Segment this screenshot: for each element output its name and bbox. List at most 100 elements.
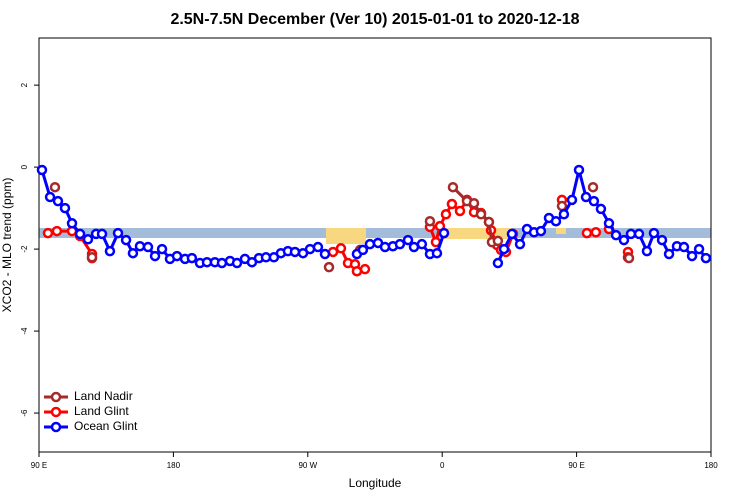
data-point — [52, 195, 64, 207]
data-point — [364, 238, 376, 250]
data-point — [475, 209, 487, 220]
y-axis-label: XCO2 - MLO trend (ppm) — [0, 178, 14, 313]
data-point — [424, 215, 436, 227]
legend-label: Ocean Glint — [74, 419, 138, 433]
land-patch — [442, 228, 512, 239]
data-point — [656, 234, 668, 246]
data-point — [700, 252, 712, 264]
data-point — [402, 234, 414, 246]
data-point — [686, 250, 698, 262]
data-point — [216, 257, 228, 269]
data-point — [447, 181, 459, 193]
ocean-band — [39, 228, 711, 238]
data-point — [556, 200, 568, 212]
data-point — [580, 191, 592, 203]
data-point — [498, 243, 510, 255]
data-point — [416, 238, 428, 250]
land-patch — [556, 228, 566, 234]
data-point — [587, 181, 599, 193]
data-point — [394, 238, 406, 250]
data-point — [678, 241, 690, 253]
data-point — [66, 218, 78, 229]
legend-swatch-marker — [50, 391, 62, 403]
legend-swatch-marker — [50, 406, 62, 418]
data-point — [483, 216, 495, 228]
data-point — [96, 228, 108, 240]
legend-label: Land Glint — [74, 404, 129, 418]
data-point — [351, 265, 363, 277]
data-point — [104, 245, 116, 257]
data-point — [468, 197, 480, 209]
legend-swatch-marker — [50, 421, 62, 433]
data-point — [335, 243, 347, 254]
data-point — [149, 250, 161, 262]
data-point — [535, 225, 547, 237]
land-patch — [326, 228, 366, 244]
data-point — [506, 228, 518, 240]
data-point — [595, 203, 607, 215]
data-point — [618, 234, 630, 246]
data-point — [289, 246, 301, 258]
data-point — [134, 240, 146, 252]
data-point — [623, 252, 635, 264]
data-point — [74, 228, 86, 240]
x-tick-label: 90 E — [31, 461, 47, 470]
x-tick-label: 90 E — [568, 461, 584, 470]
data-point — [319, 248, 331, 260]
data-point — [440, 209, 452, 220]
data-point — [558, 209, 570, 220]
data-point — [641, 245, 653, 257]
legend-label: Land Nadir — [74, 389, 133, 403]
data-point — [36, 164, 48, 176]
data-point — [359, 263, 371, 275]
y-tick-label: 0 — [20, 164, 29, 169]
data-point — [156, 243, 168, 255]
chart-title: 2.5N-7.5N December (Ver 10) 2015-01-01 t… — [170, 11, 579, 28]
data-point — [492, 257, 504, 269]
plot-frame — [38, 37, 712, 453]
data-point — [514, 238, 526, 250]
data-point — [438, 227, 450, 239]
series-line — [453, 187, 629, 258]
data-point — [633, 228, 645, 240]
data-point — [323, 261, 335, 273]
data-point — [44, 191, 56, 203]
data-point — [51, 225, 63, 237]
data-point — [59, 202, 71, 214]
data-point — [112, 227, 124, 239]
y-tick-label: -6 — [20, 409, 29, 417]
data-point — [171, 250, 183, 262]
data-point — [312, 241, 324, 253]
y-tick-label: -4 — [20, 327, 29, 335]
y-tick-label: 2 — [20, 82, 29, 87]
x-tick-label: 180 — [704, 461, 718, 470]
y-tick-label: -2 — [20, 245, 29, 253]
data-point — [49, 181, 61, 193]
data-point — [120, 234, 132, 246]
data-point — [446, 198, 458, 210]
data-point — [603, 218, 615, 229]
data-point — [231, 257, 243, 269]
data-point — [590, 227, 602, 238]
data-point — [86, 252, 98, 263]
data-point — [127, 247, 139, 259]
data-point — [566, 194, 578, 206]
data-point — [573, 164, 585, 176]
data-point — [610, 229, 622, 241]
data-point — [588, 195, 600, 207]
data-point — [625, 228, 637, 240]
data-point — [431, 247, 443, 259]
x-tick-label: 0 — [440, 461, 445, 470]
data-point — [82, 234, 94, 245]
data-point — [42, 227, 54, 239]
x-tick-label: 180 — [167, 461, 181, 470]
data-point — [663, 248, 675, 260]
data-point — [357, 244, 369, 256]
x-tick-label: 90 W — [298, 461, 317, 470]
data-point — [492, 235, 504, 247]
data-point — [693, 243, 705, 255]
data-point — [142, 241, 154, 253]
data-point — [454, 205, 466, 217]
